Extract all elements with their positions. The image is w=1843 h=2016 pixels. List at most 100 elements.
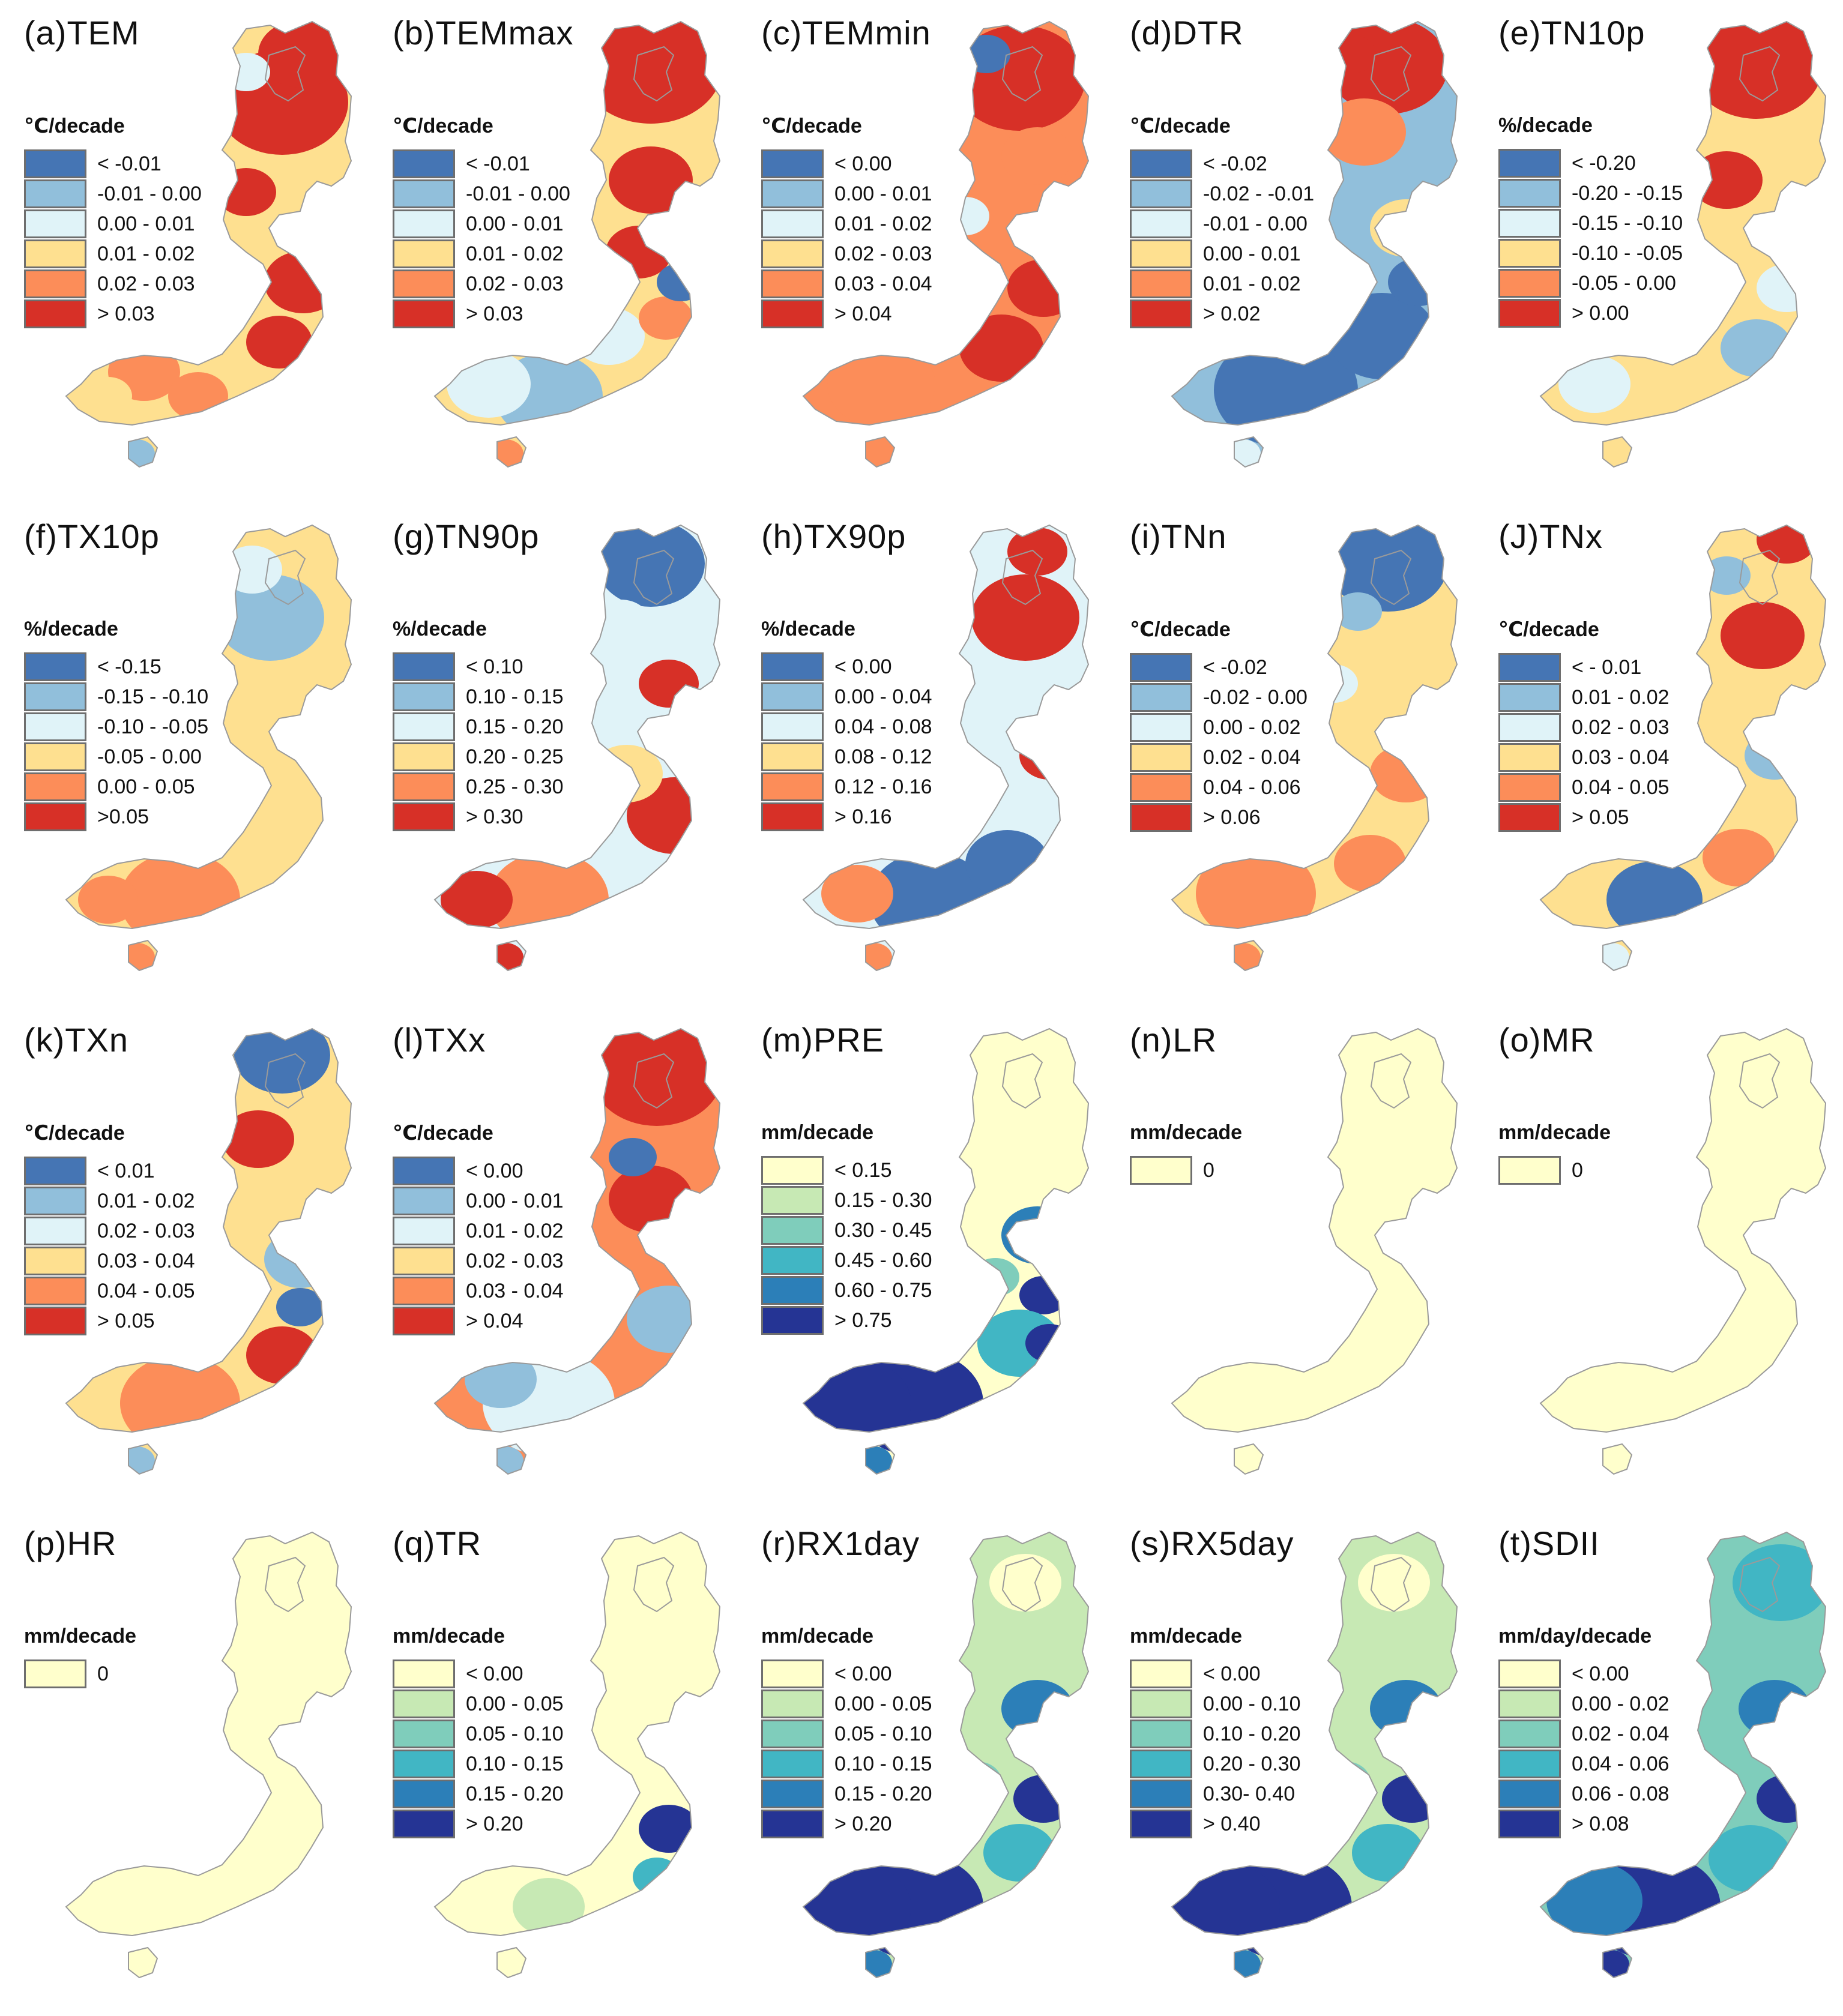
legend-swatch xyxy=(1498,683,1561,712)
legend-label: >0.05 xyxy=(97,805,149,828)
legend-label: 0.03 - 0.04 xyxy=(1572,745,1670,769)
panel-title: (n)LR xyxy=(1130,1021,1217,1059)
legend-label: > 0.30 xyxy=(466,805,523,828)
legend-label: 0.05 - 0.10 xyxy=(834,1722,932,1745)
legend-swatch xyxy=(24,1277,86,1305)
legend-row-5: 0.15 - 0.20 xyxy=(393,1779,564,1809)
legend-label: 0.02 - 0.04 xyxy=(1203,745,1301,769)
legend-label: 0.15 - 0.20 xyxy=(466,715,564,738)
legend-row-4: 0.03 - 0.04 xyxy=(1498,742,1670,772)
legend: %/decade < -0.20 -0.20 - -0.15 -0.15 - -… xyxy=(1498,114,1683,328)
region-map xyxy=(802,1028,1090,1475)
panel-title: (g)TN90p xyxy=(393,517,540,555)
legend-swatch xyxy=(24,712,86,741)
legend-label: -0.02 - -0.01 xyxy=(1203,182,1315,205)
legend-swatch xyxy=(1498,239,1561,268)
legend-swatch xyxy=(24,149,86,178)
legend-swatch xyxy=(761,149,824,178)
map-trend-patch xyxy=(246,316,312,369)
legend-label: 0.00 - 0.10 xyxy=(1203,1692,1301,1715)
legend-swatch xyxy=(1498,743,1561,772)
legend-swatch xyxy=(761,1750,824,1778)
legend-label: 0.02 - 0.04 xyxy=(1572,1722,1670,1745)
legend-label: < 0.00 xyxy=(834,1662,892,1685)
legend-label: 0.01 - 0.02 xyxy=(97,242,195,265)
legend-unit: ℃/decade xyxy=(393,115,493,137)
legend-swatch xyxy=(24,1307,86,1335)
legend-swatch xyxy=(393,682,455,711)
panel-title: (q)TR xyxy=(393,1524,482,1562)
legend-swatch xyxy=(761,1720,824,1748)
legend-row-6: >0.05 xyxy=(24,802,208,832)
legend-row-4: 0.00 - 0.01 xyxy=(1130,239,1314,269)
legend-swatch xyxy=(1130,773,1192,802)
legend-swatch xyxy=(761,1246,824,1275)
legend: ℃/decade < -0.01 -0.01 - 0.00 0.00 - 0.0… xyxy=(24,114,202,329)
legend-label: < -0.01 xyxy=(97,152,161,175)
legend-unit: mm/decade xyxy=(393,1625,505,1647)
legend-swatch xyxy=(1498,299,1561,328)
legend-unit: mm/decade xyxy=(1130,1121,1243,1144)
map-trend-patch xyxy=(1358,1554,1430,1611)
legend-row-6: > 0.40 xyxy=(1130,1809,1301,1839)
legend-swatch xyxy=(761,802,824,831)
legend-row-6: > 0.20 xyxy=(393,1809,564,1839)
map-panel-18: (r)RX1day mm/decade < 0.00 0.00 - 0.05 0… xyxy=(737,1511,1106,2014)
map-trend-patch xyxy=(1733,1544,1826,1621)
legend-swatch xyxy=(761,1659,824,1688)
panel-title: (r)RX1day xyxy=(761,1524,920,1562)
legend-row-3: 0.00 - 0.01 xyxy=(24,209,202,239)
map-trend-patch xyxy=(971,1258,1019,1296)
region-map xyxy=(1171,20,1458,468)
legend-swatch xyxy=(1130,239,1192,268)
legend-row-1: < 0.00 xyxy=(393,1156,564,1186)
map-trend-patch xyxy=(1606,861,1703,938)
legend-label: > 0.04 xyxy=(466,1309,523,1332)
map-trend-patch xyxy=(1019,1276,1067,1314)
legend-label: < 0.15 xyxy=(834,1158,892,1182)
legend-row-1: < -0.02 xyxy=(1130,149,1314,179)
legend-label: > 0.16 xyxy=(834,805,892,828)
legend-label: < -0.01 xyxy=(466,152,530,175)
legend-label: < -0.20 xyxy=(1572,151,1636,175)
map-trend-patch xyxy=(246,835,318,892)
legend-row-6: > 0.05 xyxy=(1498,802,1670,832)
map-trend-patch xyxy=(1388,258,1448,306)
map-trend-patch xyxy=(1007,528,1067,576)
map-trend-patch xyxy=(1310,664,1358,703)
legend-swatch xyxy=(1130,683,1192,712)
legend-swatch xyxy=(1130,1750,1192,1778)
legend-label: 0.04 - 0.05 xyxy=(97,1279,195,1302)
map-panel-4: (d)DTR ℃/decade < -0.02 -0.02 - -0.01 -0… xyxy=(1106,0,1474,504)
legend-row-1: < 0.00 xyxy=(761,652,932,682)
map-trend-patch xyxy=(803,1360,911,1446)
legend-label: > 0.20 xyxy=(466,1812,523,1835)
region-map xyxy=(433,1531,721,1979)
legend-row-4: 0.01 - 0.02 xyxy=(393,239,570,269)
map-trend-patch xyxy=(84,377,132,415)
legend-swatch xyxy=(393,1247,455,1275)
legend-label: 0.03 - 0.04 xyxy=(466,1279,564,1302)
legend-unit: ℃/decade xyxy=(393,1122,493,1145)
legend-swatch xyxy=(761,772,824,801)
legend-label: 0.05 - 0.10 xyxy=(466,1722,564,1745)
legend-row-3: 0.05 - 0.10 xyxy=(761,1719,932,1749)
legend-unit: ℃/decade xyxy=(1130,115,1231,137)
legend-swatch xyxy=(761,1306,824,1335)
map-trend-patch xyxy=(989,1554,1061,1611)
map-trend-patch xyxy=(609,1138,657,1176)
map-trend-patch xyxy=(1001,1680,1073,1738)
legend-unit: mm/decade xyxy=(761,1121,874,1144)
map-trend-patch xyxy=(513,1878,585,1936)
legend-row-1: < -0.02 xyxy=(1130,652,1308,682)
legend-label: < 0.00 xyxy=(466,1662,523,1685)
legend-row-5: 0.04 - 0.05 xyxy=(1498,772,1670,802)
legend-swatch xyxy=(393,802,455,831)
legend-row-2: 0.01 - 0.02 xyxy=(1498,682,1670,712)
map-trend-patch xyxy=(1370,1680,1442,1738)
region-map xyxy=(802,1531,1090,1979)
legend-label: 0.01 - 0.02 xyxy=(97,1189,195,1212)
map-trend-patch xyxy=(1334,592,1382,631)
legend-row-2: 0.00 - 0.02 xyxy=(1498,1689,1670,1719)
legend-label: -0.01 - 0.00 xyxy=(466,182,570,205)
